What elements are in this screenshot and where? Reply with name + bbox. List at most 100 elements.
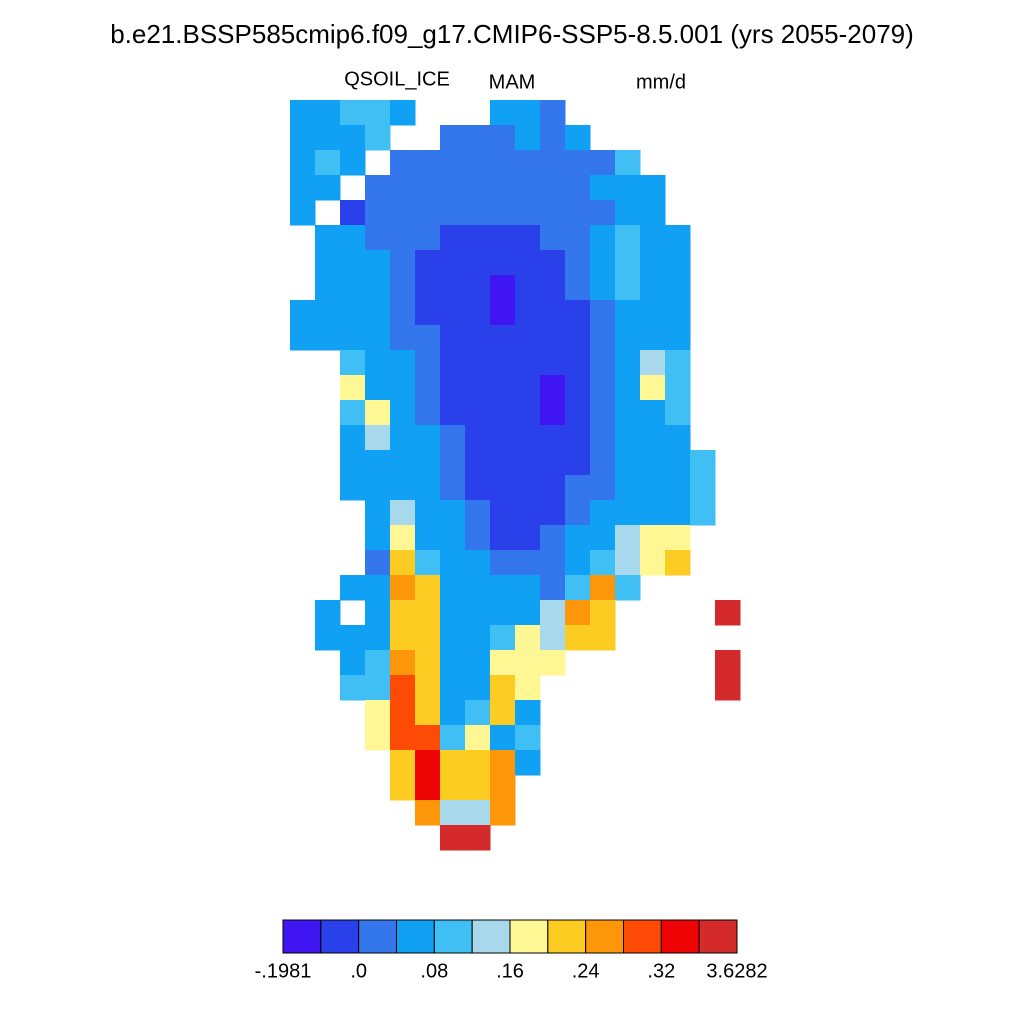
grid-cell [390,625,416,651]
grid-cell [590,400,616,426]
colorbar: -.1981 .0 .08 .16 .24 .32 3.6282 [255,919,768,982]
grid-cell [440,650,466,676]
grid-cell [615,150,641,176]
grid-cell [365,225,391,251]
grid-cell [440,175,466,201]
grid-cell [390,100,416,126]
grid-cell [465,650,491,676]
colorbar-box [660,919,700,954]
grid-cell [340,150,366,176]
grid-cell [340,250,366,276]
grid-cell [415,175,441,201]
grid-cell [315,300,341,326]
grid-cell [615,550,641,576]
grid-cell [490,225,516,251]
grid-cell [290,125,316,151]
grid-cell [390,525,416,551]
grid-cell [340,625,366,651]
grid-cell [540,225,566,251]
grid-cell [690,500,716,526]
grid-cell [565,550,591,576]
grid-cell [565,450,591,476]
grid-cell [315,150,341,176]
grid-cell [540,550,566,576]
grid-cell [390,425,416,451]
grid-cell [365,675,391,701]
grid-cell [715,600,741,626]
grid-cell [365,100,391,126]
grid-cell [415,400,441,426]
grid-cell [590,175,616,201]
grid-cell [490,325,516,351]
grid-cell [440,400,466,426]
grid-cell [365,200,391,226]
grid-cell [540,275,566,301]
grid-cell [390,300,416,326]
grid-cell [415,300,441,326]
colorbar-box [547,919,587,954]
grid-cell [515,175,541,201]
grid-cell [515,550,541,576]
colorbar-label: .08 [420,960,448,982]
grid-cell [565,575,591,601]
grid-cell [440,375,466,401]
grid-cell [440,150,466,176]
grid-cell [415,700,441,726]
grid-cell [615,525,641,551]
grid-cell [515,600,541,626]
grid-cell [540,150,566,176]
grid-cell [665,325,691,351]
grid-cell [415,200,441,226]
grid-cell [315,625,341,651]
grid-cell [440,450,466,476]
grid-cell [365,725,391,751]
colorbar-label: -.1981 [255,960,312,982]
grid-cell [440,425,466,451]
grid-cell [365,550,391,576]
grid-cell [615,175,641,201]
grid-cell [515,225,541,251]
grid-cell [290,175,316,201]
grid-cell [590,550,616,576]
grid-cell [515,450,541,476]
grid-cell [640,500,666,526]
grid-cell [415,625,441,651]
grid-cell [615,275,641,301]
grid-cell [340,325,366,351]
grid-cell [540,475,566,501]
grid-cell [565,525,591,551]
grid-cell [665,450,691,476]
grid-cell [540,350,566,376]
colorbar-box [396,919,435,954]
grid-cell [640,525,666,551]
grid-cell [665,425,691,451]
grid-cell [340,200,366,226]
grid-cell [440,350,466,376]
grid-cell [640,450,666,476]
grid-cell [365,400,391,426]
grid-cell [540,400,566,426]
grid-cell [515,375,541,401]
grid-cell [565,125,591,151]
colorbar-label: .0 [350,960,367,982]
grid-cell [540,500,566,526]
grid-cell [640,275,666,301]
grid-cell [440,200,466,226]
grid-cell [340,100,366,126]
grid-cell [490,200,516,226]
grid-cell [315,325,341,351]
grid-cell [615,300,641,326]
grid-cell [415,350,441,376]
grid-cell [515,625,541,651]
grid-cell [540,575,566,601]
grid-cell [640,475,666,501]
grid-cell [365,325,391,351]
grid-cell [640,225,666,251]
grid-cell [340,125,366,151]
grid-cell [365,600,391,626]
grid-cell [590,450,616,476]
colorbar-box [698,919,738,954]
grid-cell [640,250,666,276]
grid-cell [390,500,416,526]
colorbar-box [358,919,397,954]
